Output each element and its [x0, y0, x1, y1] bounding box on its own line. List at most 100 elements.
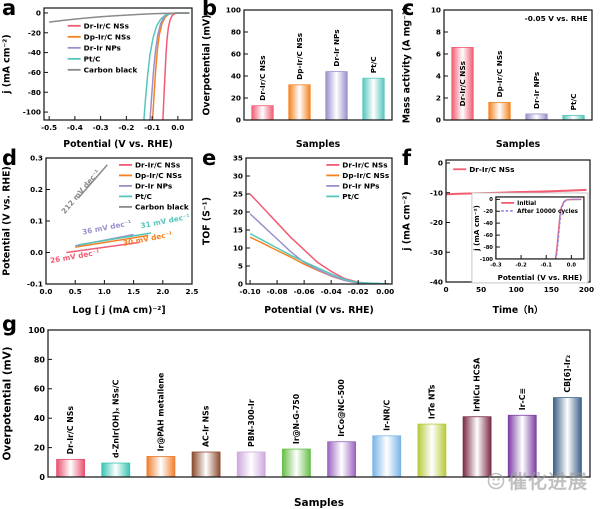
svg-text:Samples: Samples [496, 139, 541, 150]
panel-g: g Dr-Ir/C NSs d-ZnIr(OH)ₓ NSs/C Ir@PAH met… [0, 312, 600, 509]
svg-text:-0.1: -0.1 [144, 123, 160, 132]
svg-text:-20: -20 [28, 28, 41, 37]
svg-text:0: 0 [438, 159, 443, 168]
svg-text:0.00: 0.00 [376, 287, 394, 296]
svg-text:36 mV dec⁻¹: 36 mV dec⁻¹ [81, 218, 132, 236]
svg-text:Initial: Initial [517, 201, 536, 207]
svg-text:-80: -80 [484, 245, 494, 251]
svg-text:80: 80 [231, 28, 241, 37]
svg-text:30: 30 [233, 172, 243, 181]
svg-text:20: 20 [233, 208, 243, 217]
svg-text:-0.2: -0.2 [118, 123, 134, 132]
svg-text:4: 4 [436, 72, 441, 81]
svg-text:-100: -100 [480, 257, 493, 263]
panel-e-chart: -0.10 -0.08 -0.06 -0.04 -0.02 0.00 0 5 10 15 20 25 3… [201, 154, 394, 316]
panel-d: d 0.0 0.5 1.0 1.5 2.0 2.5 -0.1 0.0 0.1 0.2 0.3 Log … [0, 146, 200, 316]
svg-text:2: 2 [436, 94, 441, 103]
panel-g-letter: g [2, 312, 18, 336]
svg-text:-0.06: -0.06 [294, 287, 315, 296]
watermark: 催化进展 [487, 467, 588, 494]
svg-text:35: 35 [233, 154, 243, 163]
svg-text:Dp-Ir/C NSs: Dp-Ir/C NSs [495, 51, 504, 98]
svg-text:100: 100 [28, 326, 45, 335]
svg-text:Mass activity (A mg⁻¹): Mass activity (A mg⁻¹) [401, 7, 412, 123]
svg-text:-0.1: -0.1 [27, 280, 43, 289]
svg-text:Ir@PAH metallene: Ir@PAH metallene [156, 373, 165, 452]
svg-text:-10: -10 [430, 188, 443, 197]
svg-text:31 mV dec⁻¹: 31 mV dec⁻¹ [140, 212, 191, 230]
svg-text:Dp-Ir/C NSs: Dp-Ir/C NSs [84, 32, 131, 41]
panel-g-chart: Dr-Ir/C NSs d-ZnIr(OH)ₓ NSs/C Ir@PAH metal… [2, 326, 591, 509]
svg-text:Pt/C: Pt/C [84, 54, 101, 63]
svg-text:Dr-Ir/C NSs: Dr-Ir/C NSs [342, 161, 387, 170]
svg-text:Samples: Samples [294, 497, 344, 509]
svg-text:-0.05 V vs. RHE: -0.05 V vs. RHE [525, 14, 588, 23]
panel-b-letter: b [202, 0, 218, 20]
svg-text:20: 20 [34, 443, 46, 452]
svg-text:Ir-NR/C: Ir-NR/C [382, 399, 391, 430]
svg-text:Dr-Ir NPs: Dr-Ir NPs [342, 182, 379, 191]
svg-text:-0.08: -0.08 [267, 287, 288, 296]
svg-text:Dp-Ir/C NSs: Dp-Ir/C NSs [135, 171, 182, 180]
svg-text:Potential (V vs. RHE): Potential (V vs. RHE) [264, 305, 373, 316]
svg-text:212 mV dec⁻¹: 212 mV dec⁻¹ [59, 168, 101, 216]
svg-text:Log [ j (mA cm)⁻²]: Log [ j (mA cm)⁻²] [72, 305, 165, 316]
panel-c-chart: Dr-Ir/C NSs Dp-Ir/C NSs Dr-Ir NPs Pt/C 0 2 4 6 8… [401, 6, 593, 150]
svg-text:100: 100 [226, 6, 241, 15]
svg-text:After 10000 cycles: After 10000 cycles [517, 209, 578, 215]
panel-a-chart: -0.5 -0.4 -0.3 -0.2 -0.1 0.0 0 -20 -40 -60 -80 -100… [1, 7, 193, 150]
svg-text:10: 10 [233, 244, 243, 253]
panel-b-chart: Dr-Ir/C NSs Dp-Ir/C NSs Dr-Ir NPs Pt/C 0 20 40… [201, 6, 393, 150]
svg-text:-0.5: -0.5 [41, 123, 57, 132]
svg-text:15: 15 [233, 226, 243, 235]
svg-text:TOF (S⁻¹): TOF (S⁻¹) [201, 197, 212, 245]
svg-text:60: 60 [231, 50, 241, 59]
svg-text:Dr-Ir/C NSs: Dr-Ir/C NSs [84, 21, 129, 30]
svg-text:30 mV dec⁻¹: 30 mV dec⁻¹ [122, 230, 173, 248]
svg-text:150: 150 [544, 285, 559, 294]
svg-text:0.1: 0.1 [30, 217, 43, 226]
svg-text:2.5: 2.5 [186, 287, 199, 296]
svg-text:Pt/C: Pt/C [569, 94, 578, 111]
svg-text:25: 25 [233, 190, 243, 199]
svg-text:-100: -100 [23, 108, 41, 117]
svg-text:100: 100 [509, 285, 524, 294]
svg-text:1.0: 1.0 [98, 287, 111, 296]
svg-text:10: 10 [431, 6, 441, 15]
svg-text:-0.3: -0.3 [490, 263, 502, 269]
svg-text:40: 40 [34, 414, 46, 423]
svg-text:Dr-Ir/C NSs: Dr-Ir/C NSs [66, 406, 75, 455]
svg-text:Overpotential (mV): Overpotential (mV) [2, 346, 14, 460]
svg-text:-30: -30 [430, 248, 443, 257]
svg-text:5: 5 [238, 262, 243, 271]
svg-text:-80: -80 [28, 88, 41, 97]
svg-text:Potential (V vs. RHE): Potential (V vs. RHE) [63, 139, 172, 150]
svg-text:0: 0 [443, 285, 448, 294]
svg-text:-0.3: -0.3 [93, 123, 109, 132]
panel-c-letter: c [402, 0, 415, 20]
svg-text:Dp-Ir/C NSs: Dp-Ir/C NSs [295, 33, 304, 80]
svg-text:Dr-Ir/C NSs: Dr-Ir/C NSs [258, 55, 267, 100]
svg-text:j (mA cm⁻²): j (mA cm⁻²) [472, 205, 481, 252]
svg-text:0: 0 [39, 473, 45, 482]
svg-text:Dr-Ir NPs: Dr-Ir NPs [332, 29, 341, 66]
svg-text:80: 80 [34, 355, 46, 364]
svg-text:Dr-Ir NPs: Dr-Ir NPs [84, 43, 121, 52]
svg-text:-0.1: -0.1 [541, 263, 553, 269]
svg-text:0: 0 [238, 280, 243, 289]
svg-text:Time（h）: Time（h） [493, 304, 544, 316]
svg-text:Carbon black: Carbon black [84, 65, 138, 74]
svg-text:0.5: 0.5 [69, 287, 82, 296]
svg-text:IrCo@NC-500: IrCo@NC-500 [337, 379, 346, 437]
svg-text:60: 60 [34, 385, 46, 394]
svg-text:j (mA cm⁻²): j (mA cm⁻²) [401, 191, 412, 251]
svg-text:0.3: 0.3 [30, 154, 43, 163]
svg-text:0.0: 0.0 [40, 287, 53, 296]
svg-text:Potential (V vs. RHE): Potential (V vs. RHE) [1, 166, 12, 275]
panel-c: c Dr-Ir/C NSs Dp-Ir/C NSs Dr-Ir NPs Pt/C 0 2 4… [400, 0, 600, 150]
svg-text:Dr-Ir NPs: Dr-Ir NPs [532, 72, 541, 109]
panel-e-letter: e [202, 146, 217, 170]
svg-text:Pt/C: Pt/C [369, 56, 378, 73]
